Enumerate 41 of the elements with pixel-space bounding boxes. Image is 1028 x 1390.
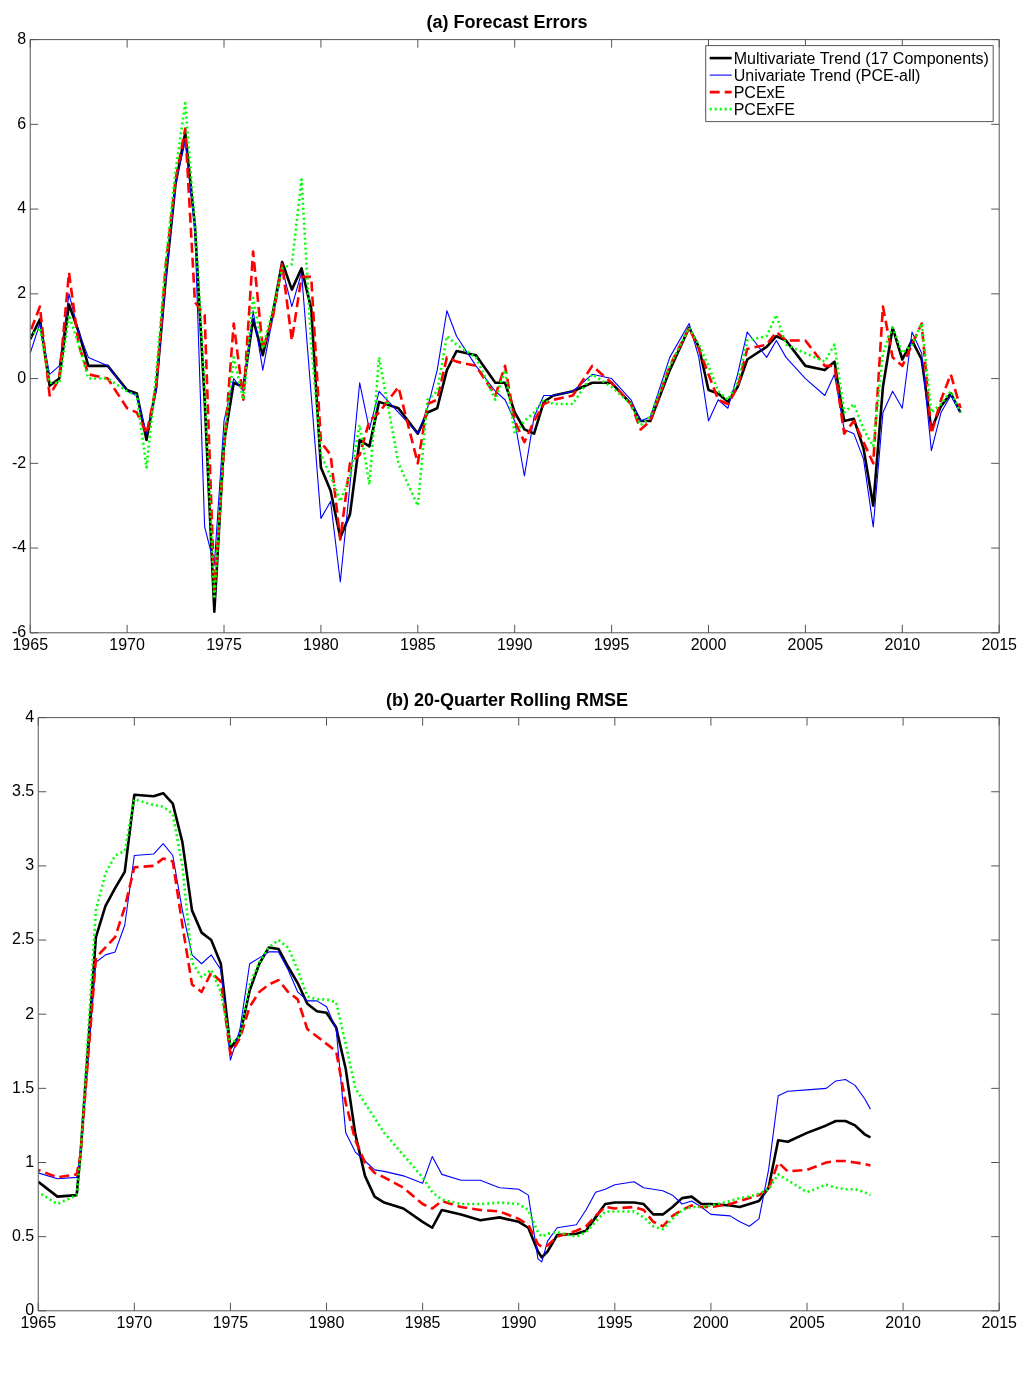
- x-tick-label: 1980: [303, 635, 339, 653]
- x-tick-label: 2005: [789, 1313, 825, 1331]
- y-tick-label: 1: [25, 1152, 35, 1170]
- y-tick-label: 3.5: [11, 782, 35, 800]
- x-tick-label: 1985: [404, 1313, 441, 1331]
- x-tick-label: 2015: [981, 635, 1018, 653]
- y-tick-label: 0: [17, 368, 27, 386]
- x-tick-label: 1995: [593, 635, 630, 653]
- y-tick-label: 4: [17, 199, 27, 217]
- x-tick-label: 2005: [787, 635, 824, 653]
- y-tick-label: 8: [17, 30, 27, 48]
- y-tick-label: 2: [25, 1004, 35, 1022]
- x-tick-label: 2000: [690, 635, 727, 653]
- x-tick-label: 2000: [693, 1313, 729, 1331]
- y-tick-label: -4: [11, 538, 27, 556]
- x-tick-label: 2010: [884, 635, 921, 653]
- y-tick-label: 0.5: [11, 1227, 35, 1245]
- legend-label: Multivariate Trend (17 Components): [733, 49, 989, 67]
- chart-title: (b) 20-Quarter Rolling RMSE: [385, 689, 629, 710]
- x-tick-label: 1990: [496, 635, 533, 653]
- x-tick-label: 1975: [206, 635, 242, 653]
- y-tick-label: -2: [11, 453, 27, 471]
- x-tick-label: 1970: [109, 635, 146, 653]
- x-tick-label: 1985: [400, 635, 436, 653]
- x-tick-label: 1990: [500, 1313, 537, 1331]
- x-tick-label: 1995: [597, 1313, 633, 1331]
- legend-label: PCExE: [733, 83, 786, 101]
- x-tick-label: 2010: [885, 1313, 922, 1331]
- y-tick-label: 2.5: [11, 930, 35, 948]
- y-tick-label: 4: [25, 708, 35, 726]
- x-tick-label: 1975: [212, 1313, 249, 1331]
- x-tick-label: 1970: [116, 1313, 153, 1331]
- legend-label: PCExFE: [733, 100, 796, 118]
- y-tick-label: 2: [17, 284, 27, 302]
- x-tick-label: 2015: [981, 1313, 1018, 1331]
- y-tick-label: 1.5: [11, 1078, 35, 1096]
- legend-label: Univariate Trend (PCE-all): [733, 66, 921, 84]
- chart-title: (a) Forecast Errors: [426, 11, 588, 32]
- y-tick-label: 6: [17, 114, 27, 132]
- y-tick-label: 3: [25, 856, 35, 874]
- x-tick-label: 1980: [308, 1313, 345, 1331]
